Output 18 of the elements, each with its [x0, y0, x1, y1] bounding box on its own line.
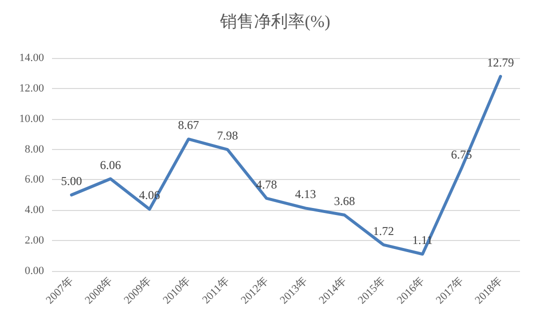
data-label: 1.72	[373, 224, 394, 238]
y-tick-label: 14.00	[19, 52, 44, 64]
data-label: 4.13	[295, 187, 316, 202]
chart-title: 销售净利率(%)	[218, 12, 330, 31]
y-tick-label: 0.00	[24, 265, 44, 277]
y-tick-label: 4.00	[24, 204, 44, 216]
data-label: 4.78	[256, 177, 277, 192]
data-label: 8.67	[178, 118, 199, 132]
y-tick-label: 10.00	[19, 112, 44, 125]
y-tick-label: 8.00	[24, 143, 44, 156]
data-label: 5.00	[61, 174, 82, 188]
data-label: 7.98	[217, 128, 238, 143]
y-tick-label: 12.00	[19, 82, 44, 94]
data-label: 6.06	[100, 158, 121, 172]
data-label: 12.79	[487, 55, 514, 70]
y-tick-label: 2.00	[24, 234, 44, 247]
data-label: 3.68	[334, 194, 355, 208]
y-tick-label: 6.00	[24, 174, 44, 186]
